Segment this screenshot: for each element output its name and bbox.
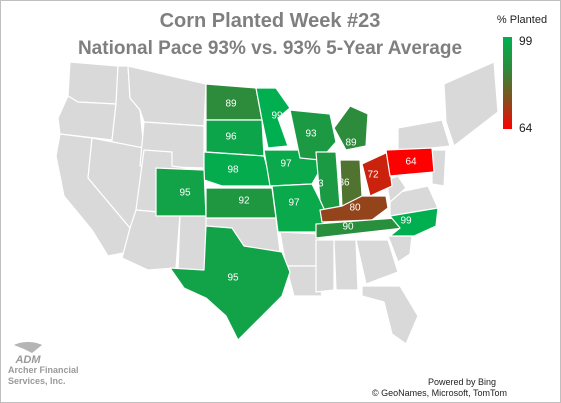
logo-mark-text: ADM (14, 354, 41, 365)
company-name-line-1: Archer Financial (8, 365, 79, 375)
adm-logo: ADM (14, 342, 42, 365)
state-alabama-no-data (333, 239, 359, 291)
value-label-michigan: 89 (345, 138, 357, 149)
state-new-england-no-data (443, 61, 499, 147)
value-label-kansas: 92 (238, 196, 250, 207)
value-label-missouri: 97 (288, 198, 300, 209)
value-label-texas: 95 (227, 273, 239, 284)
state-louisiana-no-data (285, 265, 323, 297)
value-label-north-carolina: 99 (400, 216, 412, 227)
state-texas (169, 225, 291, 341)
state-georgia-no-data (355, 239, 399, 285)
state-michigan (333, 105, 369, 151)
value-label-colorado: 95 (179, 188, 191, 199)
company-name-line-2: Services, Inc. (8, 376, 66, 386)
legend-min-label: 64 (519, 121, 533, 135)
value-label-wisconsin: 93 (305, 129, 317, 140)
value-label-kentucky: 80 (349, 203, 361, 214)
value-label-indiana: 86 (338, 178, 350, 189)
state-minnesota (255, 87, 291, 149)
value-label-illinois: 93 (312, 179, 324, 190)
data-states-layer (155, 83, 439, 341)
legend-title: % Planted (496, 14, 548, 26)
state-pennsylvania (385, 147, 435, 177)
copyright-text: © GeoNames, Microsoft, TomTom (372, 388, 507, 398)
state-labels-layer: 89 99 96 98 97 93 89 93 86 72 64 95 92 97 80 90 99 95 (179, 99, 417, 284)
state-north-carolina (389, 207, 439, 237)
value-label-south-dakota: 96 (225, 132, 237, 143)
state-new-york-no-data (397, 119, 451, 151)
value-label-north-dakota: 89 (225, 99, 237, 110)
state-florida-no-data (361, 285, 419, 345)
value-label-iowa: 97 (280, 159, 292, 170)
state-washington-no-data (67, 61, 119, 105)
value-label-nebraska: 98 (227, 165, 239, 176)
value-label-pennsylvania: 64 (405, 157, 417, 168)
value-label-minnesota: 99 (271, 111, 283, 122)
state-mississippi-no-data (315, 239, 335, 293)
value-label-tennessee: 90 (342, 222, 354, 233)
state-wisconsin (289, 109, 337, 161)
value-label-ohio: 72 (367, 170, 379, 181)
legend-max-label: 99 (519, 34, 533, 48)
powered-by-text: Powered by Bing (428, 377, 497, 387)
state-kentucky (319, 195, 389, 223)
chart-title: Corn Planted Week #23 (159, 10, 381, 32)
company-name: Archer Financial Services, Inc. (8, 365, 88, 387)
chart-subtitle: National Pace 93% vs. 93% 5-Year Average (77, 38, 463, 59)
state-ohio (361, 151, 393, 197)
legend-color-scale (503, 37, 512, 129)
